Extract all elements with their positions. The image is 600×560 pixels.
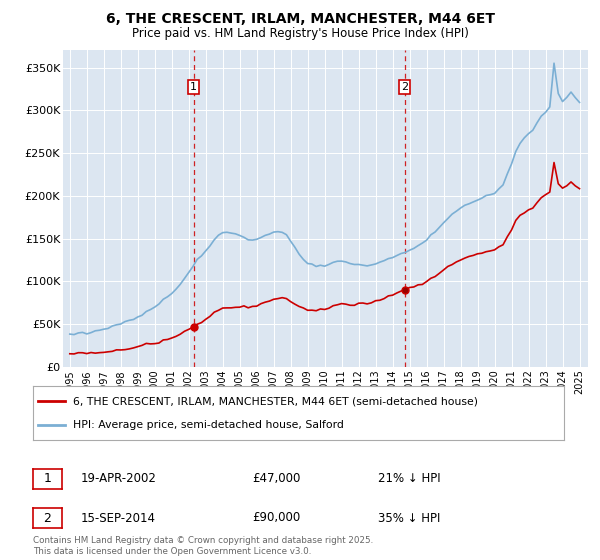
Text: 6, THE CRESCENT, IRLAM, MANCHESTER, M44 6ET (semi-detached house): 6, THE CRESCENT, IRLAM, MANCHESTER, M44 … — [73, 396, 478, 407]
Text: 1: 1 — [43, 472, 52, 486]
Text: 19-APR-2002: 19-APR-2002 — [81, 472, 157, 486]
Text: HPI: Average price, semi-detached house, Salford: HPI: Average price, semi-detached house,… — [73, 419, 344, 430]
Text: 2: 2 — [401, 82, 408, 92]
Text: 6, THE CRESCENT, IRLAM, MANCHESTER, M44 6ET: 6, THE CRESCENT, IRLAM, MANCHESTER, M44 … — [106, 12, 494, 26]
Text: £90,000: £90,000 — [252, 511, 300, 525]
Text: Contains HM Land Registry data © Crown copyright and database right 2025.
This d: Contains HM Land Registry data © Crown c… — [33, 536, 373, 556]
Text: 2: 2 — [43, 511, 52, 525]
Text: 35% ↓ HPI: 35% ↓ HPI — [378, 511, 440, 525]
Text: Price paid vs. HM Land Registry's House Price Index (HPI): Price paid vs. HM Land Registry's House … — [131, 27, 469, 40]
Text: 1: 1 — [190, 82, 197, 92]
Text: £47,000: £47,000 — [252, 472, 301, 486]
Text: 15-SEP-2014: 15-SEP-2014 — [81, 511, 156, 525]
Text: 21% ↓ HPI: 21% ↓ HPI — [378, 472, 440, 486]
